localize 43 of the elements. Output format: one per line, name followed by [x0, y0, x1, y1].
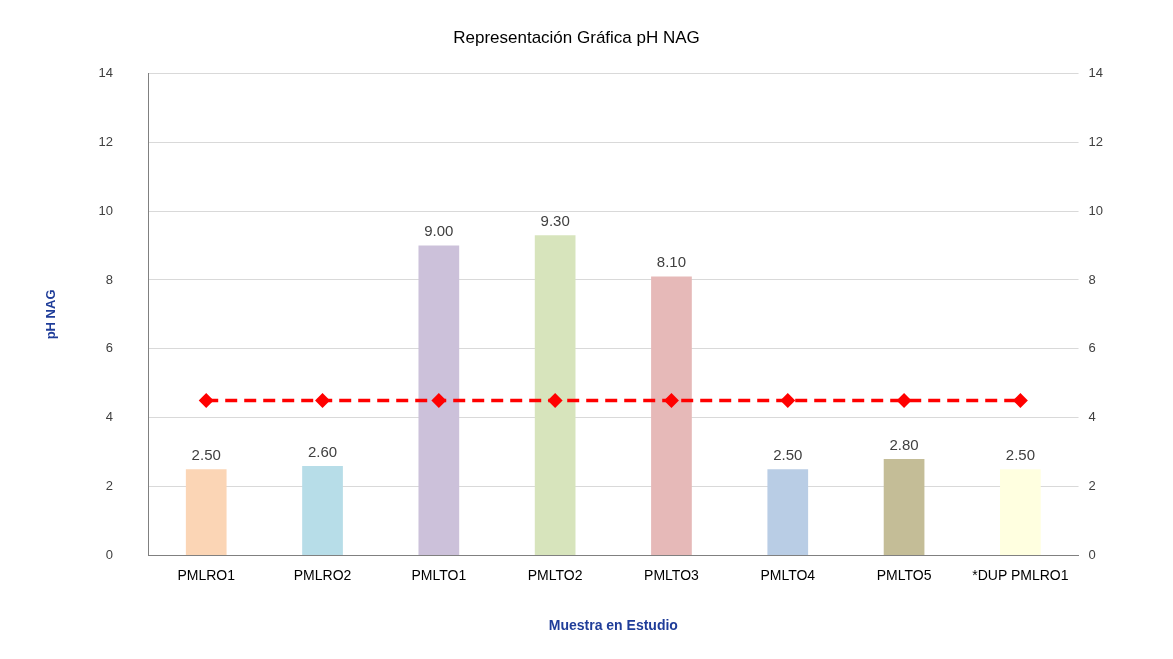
y2-tick-label: 6 — [1088, 340, 1096, 356]
data-label: 8.10 — [656, 253, 687, 271]
x-tick-label: PMLRO1 — [177, 566, 236, 583]
x-tick-label: PMLTO2 — [527, 566, 583, 583]
data-label: 9.00 — [424, 222, 454, 240]
x-tick-label: PMLTO3 — [644, 566, 700, 583]
y2-tick-label: 8 — [1088, 271, 1096, 287]
y2-tick-label: 12 — [1088, 133, 1104, 149]
y-axis-title: pH NAG — [43, 289, 59, 340]
data-label: 9.30 — [540, 211, 570, 229]
x-tick-label: *DUP PMLRO1 — [972, 566, 1069, 583]
bar — [883, 459, 925, 555]
x-axis-title: Muestra en Estudio — [548, 617, 678, 634]
bar — [418, 245, 460, 555]
y-tick-label: 6 — [105, 340, 114, 356]
y-tick-label: 2 — [105, 478, 114, 494]
y-tick-label: 4 — [105, 409, 114, 425]
x-tick-label: PMLRO2 — [293, 566, 352, 583]
y-tick-label: 14 — [98, 64, 114, 80]
y2-tick-label: 0 — [1088, 546, 1096, 562]
bar — [185, 469, 227, 555]
x-tick-label: PMLTO4 — [760, 566, 816, 583]
y-tick-label: 0 — [105, 546, 114, 562]
bar — [1000, 469, 1041, 555]
y2-tick-label: 4 — [1088, 409, 1096, 425]
bar — [534, 235, 576, 555]
y2-tick-label: 10 — [1088, 202, 1104, 218]
bar — [767, 469, 809, 555]
data-label: 2.60 — [307, 442, 338, 460]
data-label: 2.50 — [773, 445, 803, 463]
x-tick-label: PMLTO5 — [876, 566, 932, 583]
y2-tick-label: 2 — [1088, 478, 1096, 494]
y-tick-label: 10 — [98, 202, 114, 218]
data-label: 2.50 — [1005, 445, 1035, 463]
y-tick-label: 8 — [105, 271, 114, 287]
bar — [651, 276, 692, 555]
data-label: 2.50 — [191, 445, 221, 463]
data-label: 2.80 — [889, 435, 919, 453]
bar — [302, 465, 343, 555]
x-tick-label: PMLTO1 — [411, 566, 467, 583]
y2-tick-label: 14 — [1088, 64, 1104, 80]
chart-title: Representación Gráfica pH NAG — [453, 27, 700, 47]
y-tick-label: 12 — [98, 133, 114, 149]
